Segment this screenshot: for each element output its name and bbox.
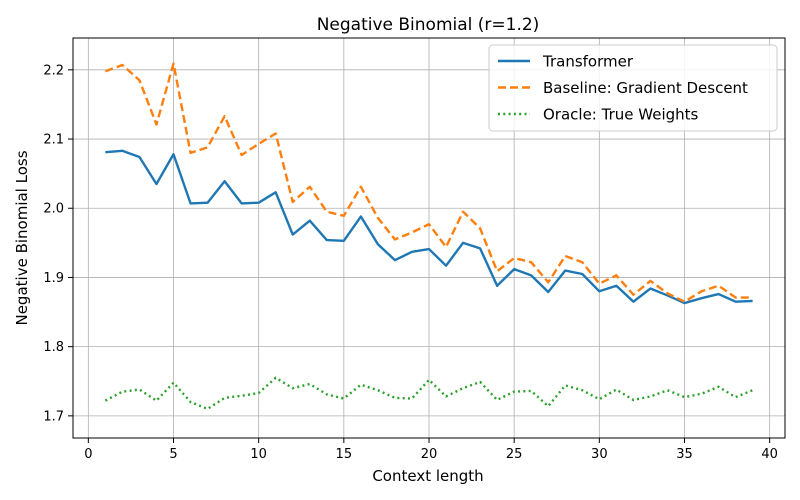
y-axis-label: Negative Binomial Loss [13, 150, 31, 325]
y-tick-label: 2.1 [43, 133, 64, 148]
y-tick-label: 2.2 [43, 63, 64, 78]
y-tick-label: 2.0 [43, 202, 64, 217]
x-tick-label: 40 [761, 447, 778, 462]
legend-label-0: Transformer [542, 53, 634, 71]
y-tick-label: 1.7 [43, 409, 64, 424]
x-tick-label: 10 [250, 447, 267, 462]
axis-ticks: 0 5 10 15 20 25 30 35 40 1.7 1.8 1.9 2.0 2.1 2.2 [43, 63, 778, 462]
y-tick-label: 1.8 [43, 340, 64, 355]
x-axis-label: Context length [372, 467, 483, 485]
legend-label-2: Oracle: True Weights [543, 106, 699, 124]
series-line-1 [104, 62, 753, 303]
x-tick-label: 20 [421, 447, 438, 462]
x-tick-label: 25 [506, 447, 523, 462]
legend-label-1: Baseline: Gradient Descent [543, 79, 748, 97]
y-tick-label: 1.9 [43, 271, 64, 286]
x-tick-label: 0 [84, 447, 92, 462]
x-tick-label: 5 [169, 447, 177, 462]
legend: Transformer Baseline: Gradient Descent Ora… [488, 44, 778, 132]
legend-box [488, 44, 778, 132]
x-tick-label: 15 [336, 447, 353, 462]
series-lines [104, 62, 754, 411]
chart-title: Negative Binomial (r=1.2) [317, 15, 540, 35]
x-tick-label: 35 [676, 447, 693, 462]
series-line-0 [105, 149, 753, 305]
x-tick-label: 30 [591, 447, 608, 462]
